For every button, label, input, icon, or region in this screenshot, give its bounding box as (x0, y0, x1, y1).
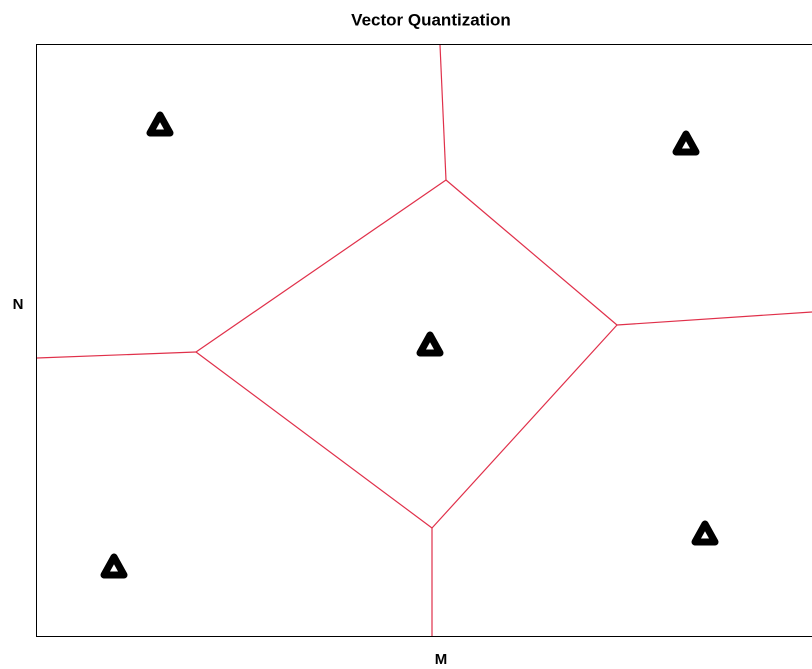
edge (439, 44, 447, 181)
site-marker (146, 111, 174, 137)
edge (195, 179, 447, 353)
edge (616, 311, 812, 326)
edge (445, 179, 618, 326)
edge (195, 351, 433, 529)
site-marker (672, 130, 700, 156)
edge (36, 351, 197, 359)
site-marker (100, 553, 128, 579)
sites (100, 111, 719, 579)
edge (431, 324, 618, 529)
y-label: N (13, 296, 24, 313)
title: Vector Quantization (351, 10, 511, 29)
x-label: M (435, 651, 448, 668)
site-marker (416, 331, 444, 357)
voronoi-edges (36, 44, 812, 636)
site-marker (691, 520, 719, 546)
